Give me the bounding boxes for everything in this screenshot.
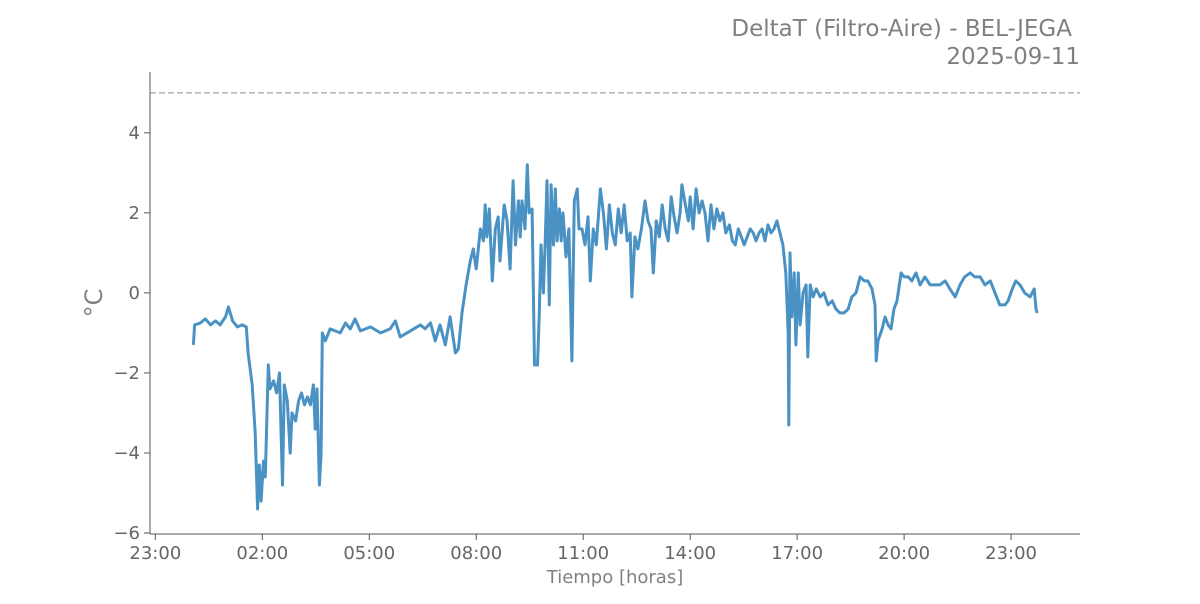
y-tick-label: 0 <box>129 283 140 304</box>
y-tick-label: 4 <box>129 123 140 144</box>
x-tick-label: 14:00 <box>664 543 716 564</box>
x-tick-label: 05:00 <box>343 543 395 564</box>
x-tick-label: 23:00 <box>985 543 1037 564</box>
x-tick-label: 02:00 <box>236 543 288 564</box>
y-tick-label: −2 <box>113 363 140 384</box>
x-tick-label: 20:00 <box>878 543 930 564</box>
x-axis-label: Tiempo [horas] <box>546 567 684 588</box>
y-axis-label: °C <box>80 289 108 318</box>
x-tick-label: 23:00 <box>129 543 181 564</box>
chart-subtitle: 2025-09-11 <box>946 44 1080 70</box>
series-line <box>191 163 1039 511</box>
chart-title: DeltaT (Filtro-Aire) - BEL-JEGA <box>731 16 1072 42</box>
x-tick-label: 08:00 <box>450 543 502 564</box>
y-tick-label: 2 <box>129 203 140 224</box>
y-tick-label: −4 <box>113 443 140 464</box>
x-tick-label: 11:00 <box>557 543 609 564</box>
y-tick-label: −6 <box>113 523 140 544</box>
x-tick-label: 17:00 <box>771 543 823 564</box>
